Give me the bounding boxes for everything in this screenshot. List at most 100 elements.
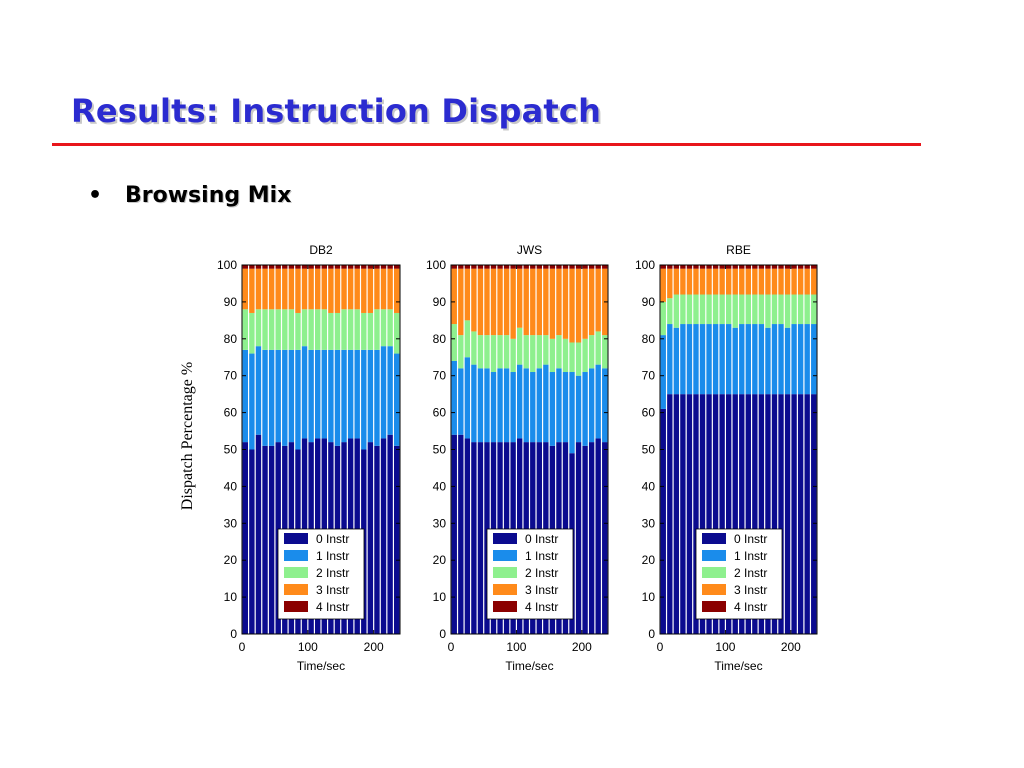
bar-rbe-3instr-14	[752, 268, 758, 295]
bar-db2-1instr-14	[334, 349, 341, 446]
y-tick-label: 30	[433, 516, 447, 530]
bar-db2-4instr-10	[308, 265, 314, 269]
bar-jws-0instr-1	[458, 434, 464, 634]
bar-db2-3instr-14	[334, 268, 341, 313]
bar-db2-0instr-2	[255, 434, 262, 634]
bar-db2-4instr-9	[301, 265, 308, 269]
bar-jws-2instr-5	[484, 335, 490, 369]
y-tick-label: 100	[426, 258, 446, 272]
y-tick-label: 40	[433, 479, 447, 493]
bar-rbe-3instr-4	[686, 268, 693, 295]
bar-jws-4instr-0	[451, 265, 457, 269]
bar-db2-1instr-9	[301, 346, 308, 439]
bar-rbe-0instr-20	[791, 394, 797, 634]
bar-jws-3instr-14	[543, 268, 549, 336]
bar-db2-4instr-20	[374, 265, 380, 269]
bar-jws-4instr-22	[595, 265, 601, 269]
chart-title: DB2	[309, 243, 333, 257]
legend-label: 0 Instr	[734, 532, 767, 546]
bar-db2-4instr-7	[288, 265, 295, 269]
bar-rbe-2instr-23	[811, 294, 817, 325]
bar-jws-0instr-20	[582, 445, 588, 634]
bar-rbe-2instr-6	[699, 294, 706, 325]
chart-rbe: 0 10 20 30 40 50 60 70 80 90 100 0 100 200 RBE Time/sec…	[635, 243, 818, 673]
bar-db2-2instr-7	[288, 309, 295, 350]
bar-rbe-3instr-3	[680, 268, 686, 295]
bar-rbe-3instr-7	[706, 268, 712, 295]
bar-jws-1instr-0	[451, 360, 457, 435]
bar-db2-2instr-13	[328, 312, 334, 350]
bar-jws-1instr-6	[490, 372, 497, 443]
bar-rbe-4instr-23	[811, 265, 817, 269]
bar-rbe-2instr-7	[706, 294, 712, 325]
chart-jws: 0 10 20 30 40 50 60 70 80 90 100 0 100 200 JWS Time/sec…	[426, 243, 609, 673]
bar-jws-3instr-18	[569, 268, 575, 343]
bar-rbe-4instr-17	[771, 265, 778, 269]
y-tick-label: 20	[433, 553, 447, 567]
bar-rbe-2instr-14	[752, 294, 758, 325]
bar-db2-2instr-9	[301, 309, 308, 347]
bar-rbe-0instr-4	[686, 394, 693, 634]
bar-jws-4instr-7	[497, 265, 503, 269]
title-divider	[52, 143, 921, 146]
y-tick-label: 30	[642, 516, 656, 530]
bar-db2-2instr-17	[354, 309, 360, 350]
bar-jws-3instr-17	[562, 268, 569, 339]
bar-db2-4instr-18	[361, 265, 367, 269]
bar-db2-0instr-20	[374, 445, 380, 634]
bar-jws-2instr-14	[543, 335, 549, 365]
chart-title: JWS	[517, 243, 542, 257]
bar-rbe-1instr-7	[706, 324, 712, 395]
legend-swatch	[284, 550, 308, 561]
bar-jws-3instr-7	[497, 268, 503, 336]
bar-db2-1instr-7	[288, 349, 295, 443]
legend-label: 4 Instr	[525, 600, 558, 614]
bar-db2-3instr-20	[374, 268, 380, 310]
bar-jws-0instr-3	[471, 442, 477, 634]
bar-jws-2instr-1	[458, 335, 464, 369]
bar-rbe-4instr-18	[778, 265, 784, 269]
bar-db2-1instr-10	[308, 349, 314, 443]
y-tick-label: 60	[433, 406, 447, 420]
legend-label: 0 Instr	[316, 532, 349, 546]
bar-db2-1instr-1	[249, 353, 255, 450]
bar-rbe-1instr-22	[804, 324, 810, 395]
y-tick-label: 80	[433, 332, 447, 346]
bar-db2-4instr-17	[354, 265, 360, 269]
bar-jws-4instr-20	[582, 265, 588, 269]
bar-jws-4instr-4	[477, 265, 484, 269]
bar-rbe-3instr-9	[719, 268, 725, 295]
bar-jws-1instr-22	[595, 364, 601, 439]
bar-rbe-4instr-15	[758, 265, 765, 269]
bar-rbe-0instr-14	[752, 394, 758, 634]
bar-rbe-1instr-11	[732, 327, 738, 395]
bar-rbe-3instr-19	[784, 268, 791, 295]
bar-db2-4instr-13	[328, 265, 334, 269]
bar-jws-4instr-23	[602, 265, 608, 269]
bar-db2-2instr-2	[255, 309, 262, 347]
bar-db2-4instr-22	[387, 265, 393, 269]
bar-rbe-4instr-2	[673, 265, 680, 269]
bar-db2-2instr-0	[242, 309, 248, 350]
bar-db2-4instr-6	[282, 265, 288, 269]
legend-swatch	[493, 533, 517, 544]
x-axis-label: Time/sec	[505, 659, 553, 673]
bar-rbe-0instr-3	[680, 394, 686, 634]
bar-jws-2instr-4	[477, 335, 484, 369]
bar-jws-4instr-2	[464, 265, 471, 269]
bar-db2-4instr-3	[262, 265, 268, 269]
bar-db2-4instr-21	[380, 265, 387, 269]
bar-rbe-2instr-22	[804, 294, 810, 325]
bar-db2-1instr-23	[394, 353, 400, 446]
y-tick-label: 90	[224, 295, 238, 309]
bar-db2-1instr-2	[255, 346, 262, 435]
bar-rbe-1instr-13	[745, 324, 751, 395]
bar-jws-2instr-2	[464, 320, 471, 358]
bar-jws-1instr-5	[484, 368, 490, 443]
chart-db2: 0 10 20 30 40 50 60 70 80 90 100 0 100 200 DB2 Time/sec…	[217, 243, 401, 673]
bar-rbe-1instr-18	[778, 324, 784, 395]
bar-db2-0instr-0	[242, 442, 248, 634]
bar-jws-2instr-16	[556, 335, 562, 369]
bar-rbe-3instr-21	[797, 268, 804, 295]
bar-rbe-0instr-7	[706, 394, 712, 634]
